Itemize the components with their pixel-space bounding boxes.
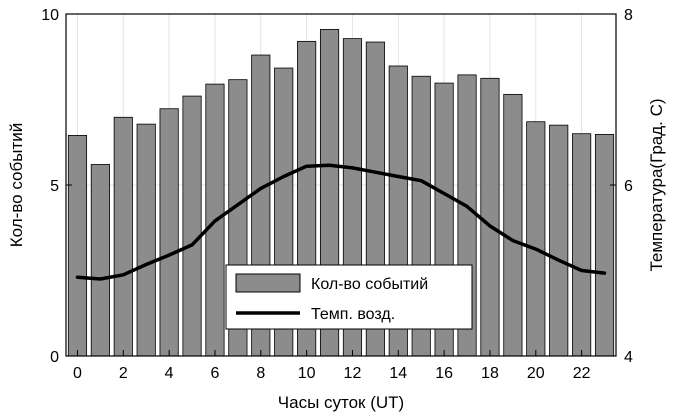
x-tick-label: 0: [73, 365, 82, 382]
bar: [503, 93, 523, 357]
x-tick-label: 14: [389, 365, 407, 382]
x-tick-label: 4: [165, 365, 174, 382]
bar: [136, 123, 156, 357]
bar: [594, 133, 615, 357]
legend: Кол-во событий Темп. возд.: [225, 264, 473, 330]
x-tick-label: 20: [527, 365, 545, 382]
bar: [67, 135, 88, 357]
x-tick-label: 12: [344, 365, 362, 382]
y2-axis-label: Температура(Град. C): [647, 98, 666, 271]
y2-tick-label: 8: [624, 7, 633, 24]
bar: [113, 116, 133, 357]
bars: [67, 28, 615, 357]
legend-line-label: Темп. возд.: [311, 306, 395, 323]
bar: [159, 108, 179, 357]
legend-bar-swatch: [235, 273, 301, 293]
y-tick-label: 10: [41, 7, 59, 24]
bar: [182, 95, 202, 357]
x-tick-label: 8: [256, 365, 265, 382]
x-tick-label: 22: [573, 365, 591, 382]
bar: [90, 164, 110, 357]
x-tick-label: 18: [481, 365, 499, 382]
y2-tick-label: 4: [624, 349, 633, 366]
y-tick-label: 0: [50, 349, 59, 366]
x-tick-label: 16: [435, 365, 453, 382]
x-axis-label: Часы суток (UT): [278, 393, 404, 412]
y-tick-label: 5: [50, 178, 59, 195]
x-tick-label: 10: [298, 365, 316, 382]
bar: [480, 77, 500, 357]
y2-tick-label: 6: [624, 178, 633, 195]
x-tick-label: 2: [119, 365, 128, 382]
y-axis-label: Кол-во событий: [7, 123, 26, 247]
bar: [572, 133, 592, 357]
legend-bar-label: Кол-во событий: [311, 276, 428, 293]
bar: [526, 121, 546, 357]
temperature-line: [75, 163, 607, 281]
bar: [549, 124, 569, 357]
x-tick-label: 6: [211, 365, 220, 382]
ticks: 0 2 4 6 8 10 12 14 16 18 20 22 0 5 10 4 6 8: [41, 7, 633, 382]
